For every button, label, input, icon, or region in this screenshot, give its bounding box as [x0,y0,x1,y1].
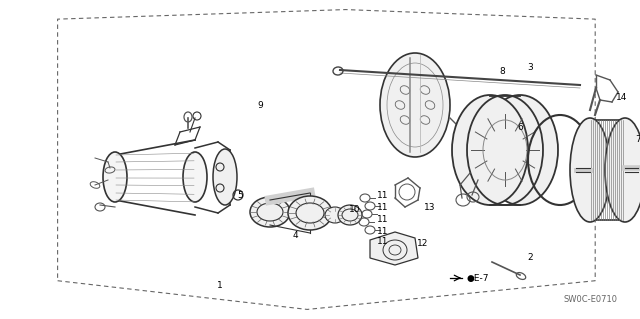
Text: 11: 11 [377,190,388,199]
Ellipse shape [605,118,640,222]
Text: 5: 5 [237,190,243,199]
Text: ●E-7: ●E-7 [467,273,489,283]
Text: 11: 11 [377,238,388,247]
Ellipse shape [213,149,237,205]
Ellipse shape [103,152,127,202]
Text: SW0C-E0710: SW0C-E0710 [563,295,617,305]
Text: 13: 13 [424,203,436,211]
Ellipse shape [338,205,362,225]
Text: 14: 14 [616,93,628,101]
Text: 4: 4 [292,231,298,240]
Text: 11: 11 [377,214,388,224]
Polygon shape [370,232,418,265]
Text: 11: 11 [377,226,388,235]
Text: 9: 9 [257,100,263,109]
Ellipse shape [250,197,290,227]
Ellipse shape [288,196,332,230]
Text: 2: 2 [527,253,533,262]
Text: 7: 7 [635,136,640,145]
Ellipse shape [452,95,528,205]
Text: 1: 1 [217,280,223,290]
Ellipse shape [570,118,610,222]
Text: 6: 6 [517,122,523,131]
Text: 8: 8 [499,68,505,77]
Ellipse shape [380,53,450,157]
Ellipse shape [325,207,345,223]
Ellipse shape [183,152,207,202]
Ellipse shape [482,95,558,205]
Text: 10: 10 [349,205,361,214]
Text: 3: 3 [527,63,533,72]
Text: 12: 12 [417,239,429,248]
Text: 11: 11 [377,203,388,211]
